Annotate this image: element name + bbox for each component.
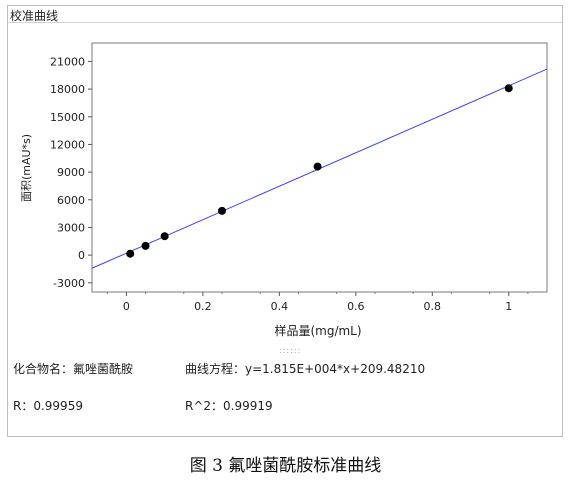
y-tick-label: 3000 xyxy=(57,221,85,234)
x-axis: 0 0.2 0.4 0.6 0.8 1 xyxy=(106,292,529,313)
data-point-5 xyxy=(313,162,322,171)
x-tick-label: 0 xyxy=(123,300,130,313)
x-tick-label: 0.4 xyxy=(271,300,289,313)
y-tick-label: 18000 xyxy=(50,83,85,96)
calibration-chart: 21000 18000 15000 12000 9000 6000 3000 0 -3000 0… xyxy=(20,42,548,338)
x-tick-label: 0.2 xyxy=(194,300,212,313)
figure-caption: 图 3 氟唑菌酰胺标准曲线 xyxy=(189,456,382,476)
x-axis-label: 样品量(mg/mL) xyxy=(274,323,361,338)
r-squared-value: R^2：0.99919 xyxy=(185,399,273,413)
y-tick-label: 6000 xyxy=(57,194,85,207)
data-point-3 xyxy=(160,232,169,241)
y-tick-label: -3000 xyxy=(53,277,85,290)
y-axis: 21000 18000 15000 12000 9000 6000 3000 0 -3000 xyxy=(50,55,92,290)
y-tick-label: 9000 xyxy=(57,166,85,179)
data-point-6 xyxy=(504,84,513,93)
y-tick-label: 12000 xyxy=(50,138,85,151)
y-tick-label: 15000 xyxy=(50,111,85,124)
x-tick-label: 0.6 xyxy=(347,300,365,313)
splitter-handle[interactable]: :::::: xyxy=(279,346,302,355)
x-tick-label: 1 xyxy=(505,300,512,313)
panel-divider xyxy=(8,22,562,23)
r-value: R：0.99959 xyxy=(13,399,83,413)
data-point-2 xyxy=(141,241,150,250)
compound-name: 化合物名：氟唑菌酰胺 xyxy=(13,362,134,376)
y-tick-label: 21000 xyxy=(50,55,85,68)
panel-title: 校准曲线 xyxy=(10,9,59,23)
data-points xyxy=(126,84,513,258)
y-axis-label: 面积(mAU*s) xyxy=(20,134,33,202)
curve-equation: 曲线方程：y=1.815E+004*x+209.48210 xyxy=(185,362,426,376)
x-tick-label: 0.8 xyxy=(424,300,442,313)
data-point-4 xyxy=(218,206,226,215)
y-tick-label: 0 xyxy=(78,249,85,262)
data-point-1 xyxy=(126,249,135,258)
